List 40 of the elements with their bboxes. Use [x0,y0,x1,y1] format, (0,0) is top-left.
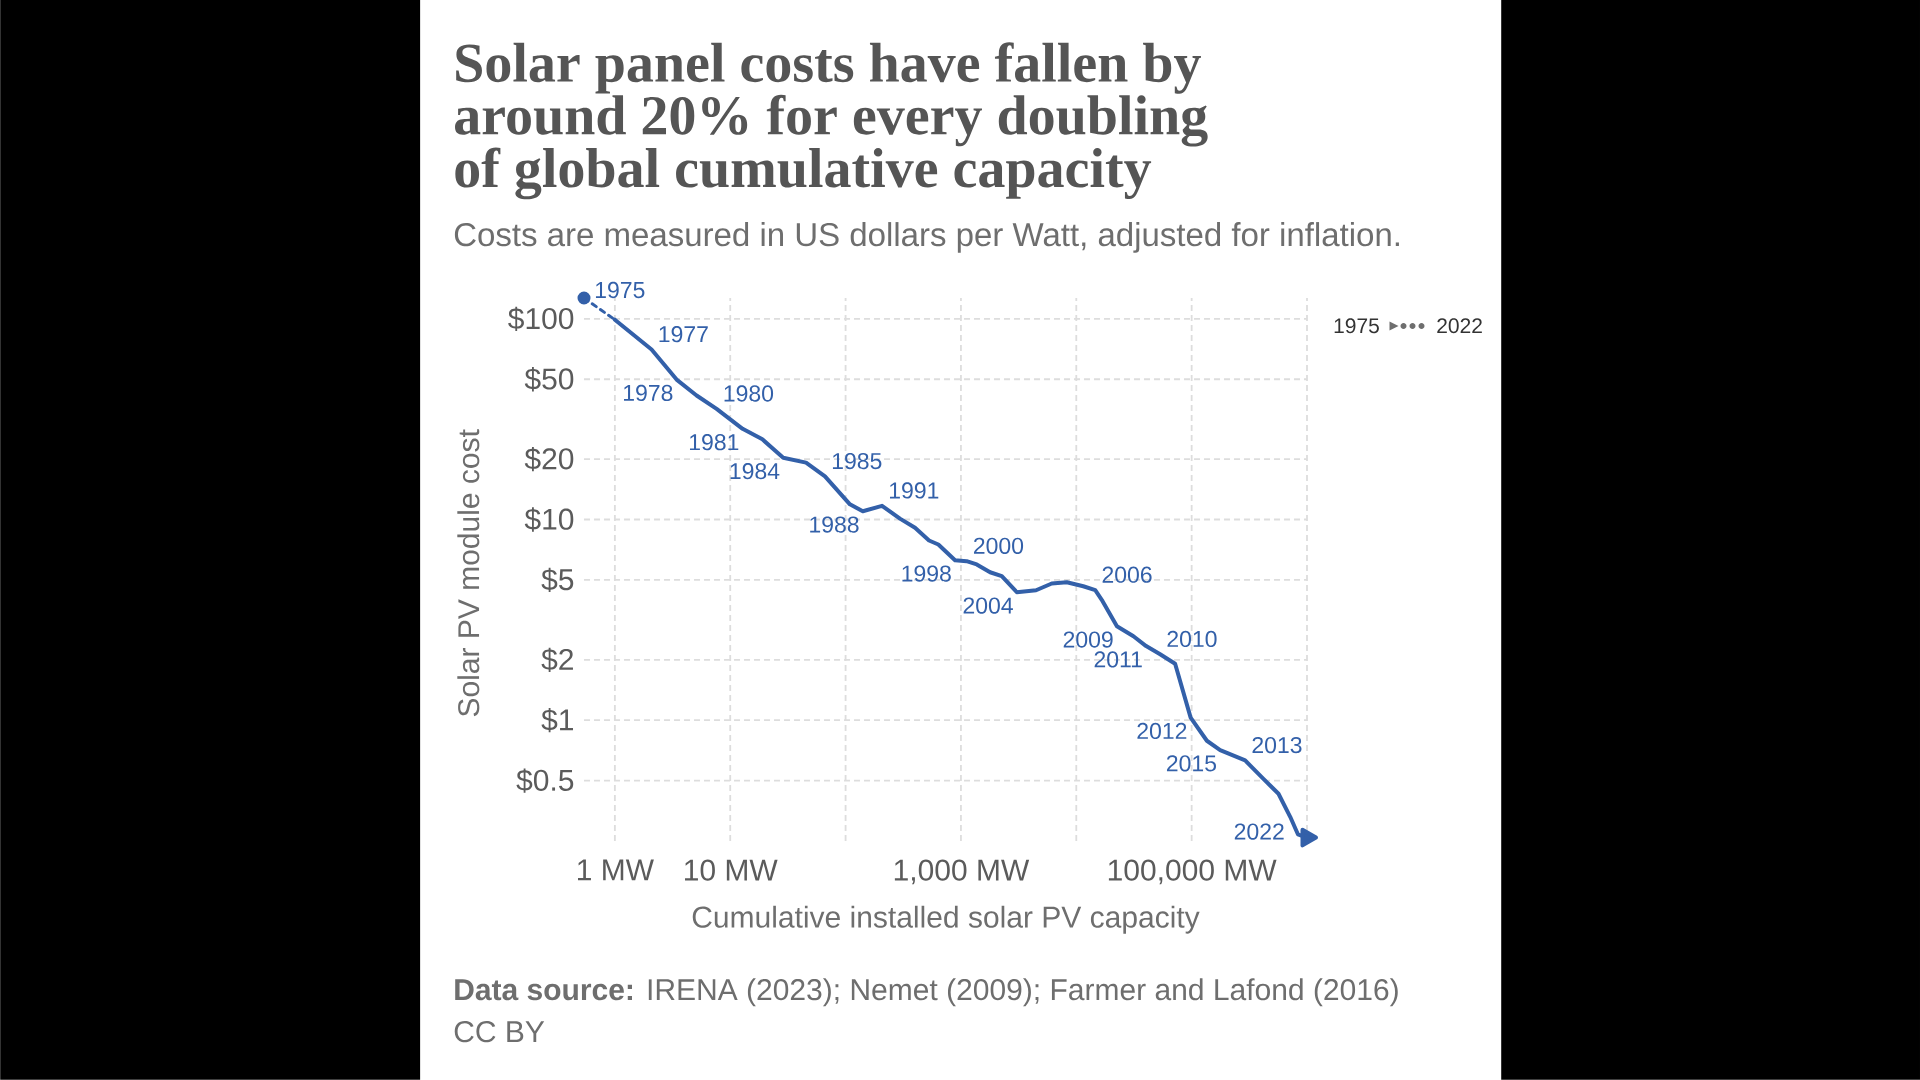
annotation: 2000 [973,537,1024,554]
annotation: 1980 [724,385,774,402]
y-tick-label: $2 [541,647,573,672]
y-tick-label: $1 [541,708,574,733]
y-tick-label: $20 [524,446,574,472]
annotation: 2015 [1166,755,1216,772]
annotation: 2010 [1167,630,1217,648]
annotation: 1985 [832,452,882,470]
chart-title: Solar panel costs have fallen by around 20% for every doubling of global cumulative capacity [455,42,1208,200]
text: 2022 [1437,318,1482,334]
x-tick-label: 100,000 MW [1108,859,1277,885]
annotation: 2011 [1094,651,1142,668]
annotation: 2009 [1063,631,1113,648]
y-tick-label: $5 [541,567,574,593]
x-tick-label: 1 MW [578,859,654,881]
annotation: 1981 [689,434,739,451]
annotation: 1975 [595,281,645,299]
annotation: 2012 [1137,722,1187,740]
annotation: 1984 [730,463,780,480]
annotation: 2013 [1252,736,1302,754]
x-tick-label: 1,000 MW [894,859,1030,885]
y-tick-label: $100 [508,306,574,331]
y-axis-title: Solar PV module cost [457,429,480,717]
annotation: 1978 [624,384,673,402]
x-tick-label: 10 MW [685,859,778,881]
y-tick-label: $50 [524,367,574,392]
text: 1975 [1334,318,1379,334]
text: Data source: IRENA (2023); Nemet (2009); Farmer and Lafond (2016) [455,978,1398,1007]
text: CC BY [454,1021,545,1043]
x-axis-title: Cumulative installed solar PV capacity [692,905,1200,934]
annotation: 1977 [659,326,708,343]
annotation: 2022 [1234,823,1284,840]
chart-subtitle: Costs are measured in US dollars per Watt, adjusted for inflation. [454,222,1399,253]
y-tick-label: $10 [524,507,574,532]
annotation: 2006 [1102,566,1152,583]
annotation: 2004 [963,597,1013,614]
annotation: 1998 [902,565,951,582]
annotation: 1988 [810,516,859,533]
y-tick-label: $0.5 [516,768,574,793]
annotation: 1991 [889,482,939,499]
